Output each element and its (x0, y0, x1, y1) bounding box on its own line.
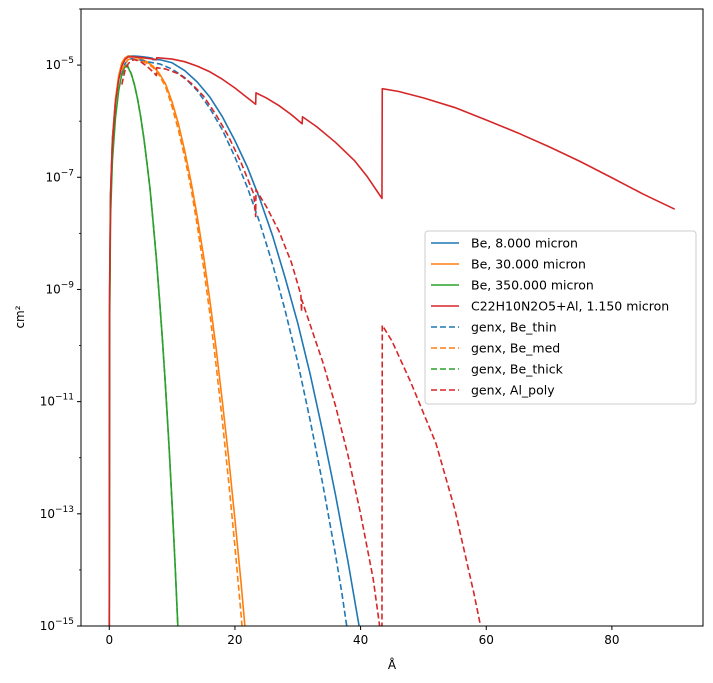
y-tick-label: 10−15 (40, 617, 74, 633)
legend-label: Be, 350.000 micron (471, 278, 594, 293)
y-axis-label: cm² (13, 305, 27, 328)
series-line-5 (121, 57, 243, 626)
legend-box (424, 230, 697, 405)
legend: Be, 8.000 micron Be, 30.000 micron Be, 350… (424, 230, 697, 405)
legend-label: genx, Be_med (471, 341, 560, 356)
series-line-2 (108, 64, 179, 626)
legend-label: Be, 30.000 micron (471, 257, 586, 272)
y-tick-label: 10−9 (45, 280, 74, 296)
y-tick-label: 10−7 (45, 168, 74, 184)
x-tick-label: 0 (105, 633, 113, 647)
x-tick-label: 40 (353, 633, 368, 647)
legend-label: genx, Be_thin (471, 320, 557, 335)
y-tick-label: 10−13 (40, 505, 74, 521)
series-line-4 (121, 57, 348, 626)
series-line-7 (121, 58, 482, 626)
series-line-1 (108, 55, 246, 626)
legend-label: Be, 8.000 micron (471, 236, 578, 251)
axes-frame (80, 8, 704, 627)
legend-label: C22H10N2O5+Al, 1.150 micron (471, 299, 669, 314)
series-line-6 (121, 64, 179, 626)
x-axis-label: Å (388, 657, 397, 672)
series-line-3 (108, 56, 676, 626)
legend-label: genx, Al_poly (471, 383, 555, 398)
y-tick-label: 10−11 (40, 393, 74, 409)
plot-area (108, 55, 676, 626)
x-tick-label: 60 (479, 633, 494, 647)
x-tick-label: 20 (227, 633, 242, 647)
axis-ticks: 0 20 40 60 80 10−15 10−13 10−11 10−9 10−7 10−5 (40, 8, 620, 647)
y-tick-label: 10−5 (45, 56, 74, 72)
legend-label: genx, Be_thick (471, 362, 564, 377)
x-tick-label: 80 (604, 633, 619, 647)
